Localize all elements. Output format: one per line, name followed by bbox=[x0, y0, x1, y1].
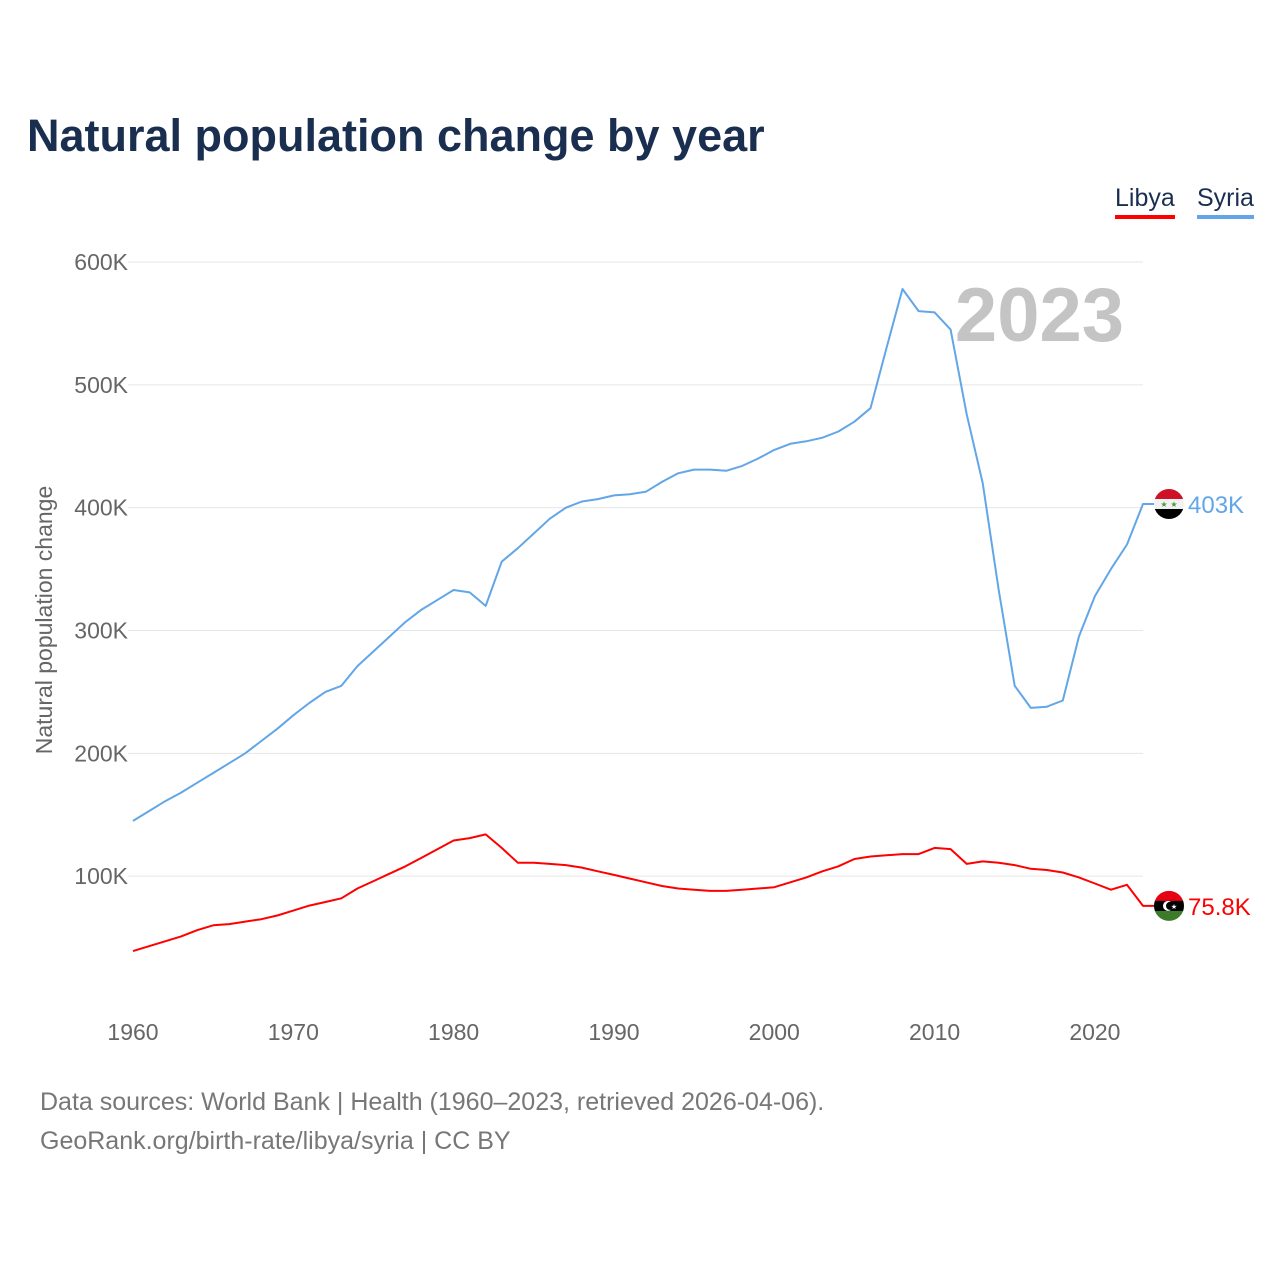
x-tick-label: 1990 bbox=[588, 1019, 639, 1045]
x-tick-label: 1960 bbox=[107, 1019, 158, 1045]
x-tick-label: 2000 bbox=[749, 1019, 800, 1045]
y-tick-label: 500K bbox=[74, 372, 128, 398]
series-line-syria bbox=[132, 288, 1156, 822]
end-value-label-libya: 75.8K bbox=[1188, 894, 1251, 921]
x-tick-label: 2020 bbox=[1069, 1019, 1120, 1045]
legend-libya[interactable]: Libya bbox=[1115, 184, 1175, 219]
svg-text:★: ★ bbox=[1171, 903, 1177, 911]
x-tick-label: 1980 bbox=[428, 1019, 479, 1045]
y-tick-label: 300K bbox=[74, 618, 128, 644]
series-line-libya bbox=[132, 833, 1156, 953]
libya-flag-icon: ★ bbox=[1154, 890, 1184, 921]
y-axis-label: Natural population change bbox=[31, 486, 57, 755]
svg-text:★: ★ bbox=[1160, 500, 1167, 509]
y-tick-label: 100K bbox=[74, 863, 128, 889]
syria-flag-icon: ★ ★ bbox=[1154, 488, 1184, 519]
legend-syria[interactable]: Syria bbox=[1197, 184, 1254, 219]
footer-credit: GeoRank.org/birth-rate/libya/syria | CC … bbox=[40, 1127, 511, 1155]
y-tick-label: 600K bbox=[74, 249, 128, 275]
y-tick-label: 200K bbox=[74, 740, 128, 766]
y-tick-label: 400K bbox=[74, 495, 128, 521]
x-tick-label: 1970 bbox=[268, 1019, 319, 1045]
x-tick-label: 2010 bbox=[909, 1019, 960, 1045]
footer-sources: Data sources: World Bank | Health (1960–… bbox=[40, 1088, 825, 1116]
chart-title: Natural population change by year bbox=[27, 110, 765, 161]
year-watermark: 2023 bbox=[955, 273, 1124, 358]
svg-text:★: ★ bbox=[1170, 500, 1177, 509]
end-value-label-syria: 403K bbox=[1188, 492, 1244, 519]
